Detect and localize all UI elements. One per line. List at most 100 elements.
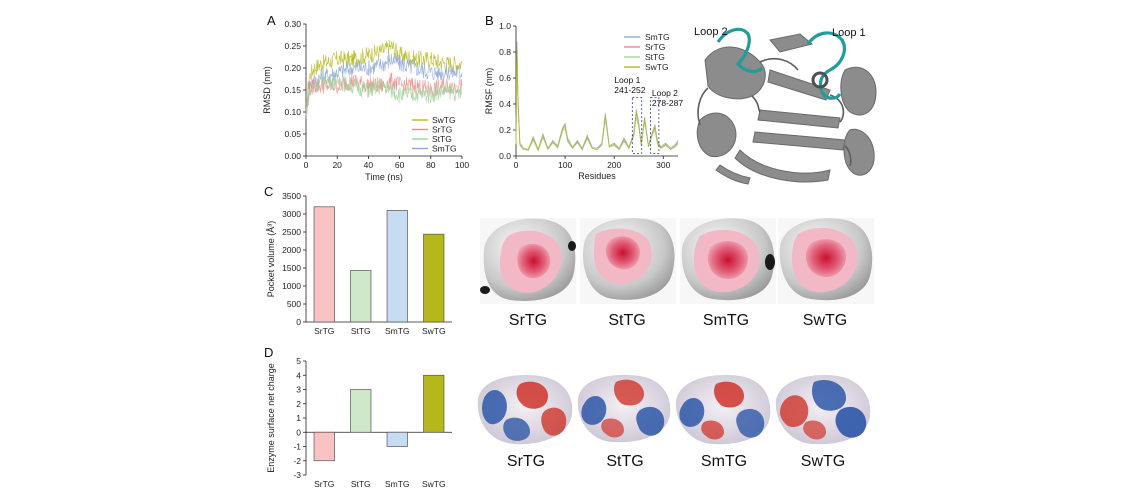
y-tick-label: 0.8: [499, 47, 511, 57]
charge-label-sttg: StTG: [606, 453, 643, 470]
electrostatic-surface-images: SrTG StTG SmTG SwTG: [477, 374, 871, 470]
pocket-label-swtg: SwTG: [803, 312, 847, 329]
y-tick-label: 3500: [282, 191, 301, 201]
charge-label-srtg: SrTG: [507, 453, 545, 470]
y-tick-label: 1500: [282, 263, 301, 273]
y-tick-label: 0.0: [499, 151, 511, 161]
legend-label-srtg: SrTG: [645, 42, 665, 52]
y-tick-label: -1: [293, 442, 301, 452]
y-tick-label: -2: [293, 456, 301, 466]
pocket-label-srtg: SrTG: [509, 312, 547, 329]
strand-shape: [769, 33, 814, 53]
legend-label-sttg: StTG: [645, 52, 665, 62]
strand-shape: [715, 164, 751, 185]
category-label-swtg: SwTG: [422, 326, 446, 336]
protein-structure-image: Loop 2 Loop 1: [693, 12, 879, 185]
y-tick-label: 0: [296, 427, 301, 437]
bar-swtg: [423, 374, 445, 433]
loop-1-trace: [806, 31, 846, 100]
strand-shape: [767, 69, 831, 101]
bar-swtg: [423, 233, 445, 323]
loop-annotation-label: 278-287: [652, 98, 683, 108]
x-tick-label: 40: [364, 160, 374, 170]
y-tick-label: 3: [296, 385, 301, 395]
rmsd-chart: 0.00 0.05 0.10 0.15 0.20 0.25 0.30 RMSD (nm) 0 20…: [262, 19, 469, 182]
legend-label-srtg: SrTG: [432, 125, 452, 135]
y-tick-label: 500: [287, 299, 301, 309]
pocket-label-smtg: SmTG: [703, 312, 749, 329]
x-tick-label: 200: [607, 160, 621, 170]
electrostatic-surface-srtg: [477, 375, 573, 445]
loop-annotation-label: Loop 1: [614, 75, 640, 85]
rmsf-chart: 0.0 0.2 0.4 0.6 0.8 1.0 RMSF (nm) 0 100 200 300 Res…: [484, 21, 683, 181]
y-tick-label: 2500: [282, 227, 301, 237]
pocket-surface-smtg: [680, 218, 776, 304]
bar-srtg: [313, 431, 335, 462]
category-label-smtg: SmTG: [385, 326, 410, 336]
loop-ring-shape: [811, 71, 829, 89]
series-line-sttg: [515, 58, 679, 152]
electrostatic-surface-swtg: [775, 375, 871, 445]
series-line-smtg: [305, 52, 463, 119]
x-tick-label: 0: [304, 160, 309, 170]
x-tick-label: 300: [656, 160, 670, 170]
bar-sttg: [350, 270, 372, 323]
x-axis-label: Residues: [578, 171, 616, 181]
y-tick-label: -3: [293, 470, 301, 480]
series-line-swtg: [305, 39, 463, 108]
bar-smtg: [386, 431, 408, 447]
pocket-volume-chart: 0 500 1000 1500 2000 2500 3000 3500 Pocket volum…: [266, 191, 452, 336]
category-label-smtg: SmTG: [385, 479, 410, 489]
loop-annotation-label: 241-252: [614, 85, 645, 95]
category-label-swtg: SwTG: [422, 479, 446, 489]
y-tick-label: 3000: [282, 209, 301, 219]
y-tick-label: 0.25: [284, 41, 301, 51]
y-tick-label: 2000: [282, 245, 301, 255]
y-tick-label: 0.10: [284, 107, 301, 117]
x-tick-label: 80: [426, 160, 436, 170]
loop-2-trace: [716, 27, 764, 74]
net-charge-chart: -3 -2 -1 0 1 2 3 4 5 Enzyme surface net charge SrT…: [266, 356, 452, 489]
electrostatic-surface-smtg: [675, 375, 771, 445]
loop-annotation-box: [650, 97, 660, 154]
y-axis-label: RMSD (nm): [262, 66, 272, 114]
pocket-surface-srtg: [480, 218, 576, 304]
y-tick-label: 5: [296, 356, 301, 366]
legend-label-smtg: SmTG: [432, 144, 457, 154]
legend-label-smtg: SmTG: [645, 32, 670, 42]
electrostatic-surface-sttg: [577, 374, 671, 443]
category-label-sttg: StTG: [351, 326, 371, 336]
x-tick-label: 0: [514, 160, 519, 170]
pocket-label-sttg: StTG: [608, 312, 645, 329]
helix-shape: [704, 46, 766, 100]
strand-shape: [752, 131, 846, 151]
y-tick-label: 0: [296, 317, 301, 327]
panel-label-a: A: [267, 13, 276, 28]
y-tick-label: 1000: [282, 281, 301, 291]
category-label-sttg: StTG: [351, 479, 371, 489]
category-label-srtg: SrTG: [314, 479, 334, 489]
legend-label-swtg: SwTG: [645, 62, 669, 72]
loop-1-label: Loop 1: [832, 27, 866, 39]
pocket-surface-swtg: [778, 218, 874, 304]
loop-2-label: Loop 2: [694, 26, 728, 38]
y-axis-label: Enzyme surface net charge: [266, 363, 276, 473]
x-tick-label: 60: [395, 160, 405, 170]
y-axis-label: Pocket volume (Å³): [266, 221, 276, 298]
panel-label-b: B: [485, 13, 494, 28]
legend-label-sttg: StTG: [432, 134, 452, 144]
loop-annotation-box: [631, 97, 643, 154]
y-tick-label: 0.15: [284, 85, 301, 95]
y-tick-label: 0.4: [499, 99, 511, 109]
strand-shape: [757, 109, 841, 129]
x-tick-label: 20: [332, 160, 342, 170]
helix-shape: [843, 128, 875, 176]
legend-label-swtg: SwTG: [432, 115, 456, 125]
bar-smtg: [386, 210, 408, 323]
bar-srtg: [313, 206, 335, 323]
series-line-swtg: [515, 49, 679, 151]
charge-label-smtg: SmTG: [701, 453, 747, 470]
category-label-srtg: SrTG: [314, 326, 334, 336]
y-tick-label: 0.6: [499, 73, 511, 83]
